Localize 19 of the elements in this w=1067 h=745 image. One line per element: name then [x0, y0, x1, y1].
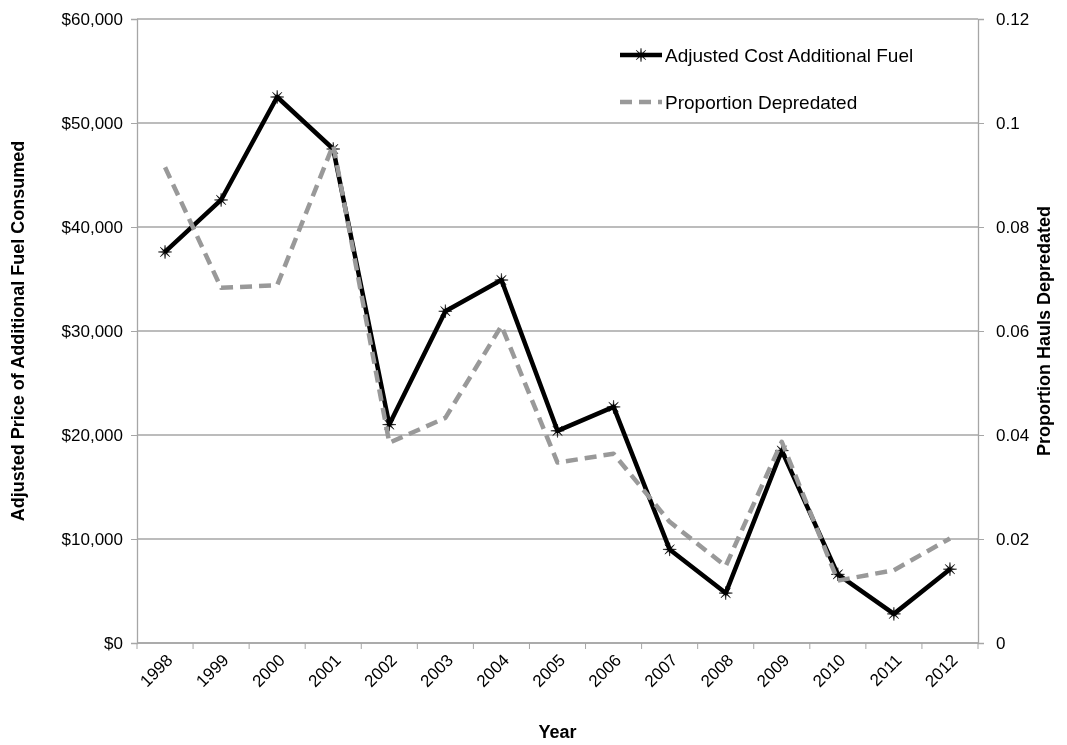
y-tick-label: $20,000: [61, 425, 123, 445]
y2-tick-label: 0.02: [996, 529, 1030, 549]
y-tick-label: $40,000: [61, 217, 123, 237]
y-tick-label: $50,000: [61, 113, 123, 133]
y2-tick-label: 0.1: [996, 113, 1020, 133]
y2-tick-label: 0.08: [996, 217, 1030, 237]
y2-tick-label: 0: [996, 633, 1006, 653]
y-axis-title: Adjusted Price of Additional Fuel Consumed: [8, 140, 28, 522]
y2-tick-label: 0.06: [996, 321, 1030, 341]
y2-tick-label: 0.12: [996, 9, 1030, 29]
y2-axis-title: Proportion Hauls Depredated: [1034, 205, 1054, 457]
y-tick-label: $0: [104, 633, 123, 653]
legend-label: Adjusted Cost Additional Fuel: [665, 44, 914, 66]
y-tick-label: $10,000: [61, 529, 123, 549]
y-tick-label: $60,000: [61, 9, 123, 29]
legend-label: Proportion Depredated: [665, 91, 858, 113]
x-axis-title: Year: [538, 722, 577, 742]
y-tick-label: $30,000: [61, 321, 123, 341]
y2-tick-label: 0.04: [996, 425, 1030, 445]
